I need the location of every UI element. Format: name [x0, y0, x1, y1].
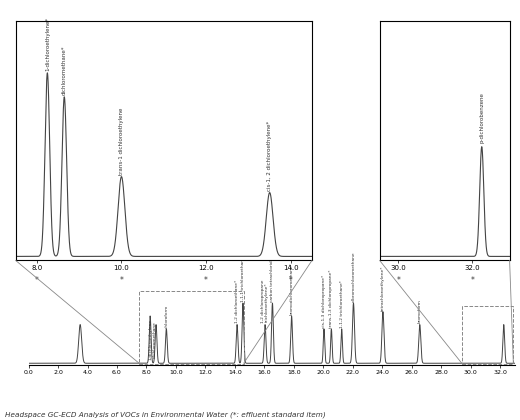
Text: bromoform: bromoform: [418, 300, 422, 323]
Text: *: *: [204, 276, 208, 285]
Text: 1,2 dichloropropane
trichloroethylene*: 1,2 dichloropropane trichloroethylene*: [261, 280, 269, 323]
Text: 1,2 dichloroethane*: 1,2 dichloroethane*: [235, 280, 239, 323]
Text: tetrachloroethylene*: tetrachloroethylene*: [381, 265, 385, 311]
Bar: [139, 291, 244, 364]
Text: p-dichlorobenzene: p-dichlorobenzene: [479, 92, 484, 143]
Text: carbon tetrachloride*: carbon tetrachloride*: [270, 255, 275, 302]
Text: cis-1,3 dichloropropane*: cis-1,3 dichloropropane*: [322, 275, 326, 328]
Text: *: *: [396, 276, 400, 285]
Text: *: *: [35, 276, 38, 285]
Text: 1-dichloroethylene
dichloromethane: 1-dichloroethylene dichloromethane: [148, 319, 157, 360]
Text: 1,1,1 trichloroethane*: 1,1,1 trichloroethane*: [241, 254, 245, 302]
Text: cis-1, 2 dichloroethylene*: cis-1, 2 dichloroethylene*: [267, 120, 272, 191]
Text: dibromochloromethane: dibromochloromethane: [352, 252, 356, 302]
Text: bromodichloromethane*: bromodichloromethane*: [290, 262, 294, 315]
Text: trans-1,3 dichloropropane*: trans-1,3 dichloropropane*: [329, 269, 333, 328]
Text: *: *: [289, 276, 293, 285]
Text: 1-dichloroethylene*: 1-dichloroethylene*: [45, 17, 50, 71]
Text: 1,1,2 trichloroethane*: 1,1,2 trichloroethane*: [340, 280, 344, 328]
Text: dichloromethane*: dichloromethane*: [62, 45, 67, 95]
Text: *: *: [120, 276, 123, 285]
Text: *: *: [471, 276, 474, 285]
Bar: [462, 306, 513, 364]
Text: chloroform: chloroform: [164, 304, 168, 328]
Text: Headspace GC-ECD Analysis of VOCs in Environmental Water (*: effluent standard i: Headspace GC-ECD Analysis of VOCs in Env…: [5, 411, 326, 418]
Text: trans-1 dichloroethylene: trans-1 dichloroethylene: [119, 107, 124, 175]
